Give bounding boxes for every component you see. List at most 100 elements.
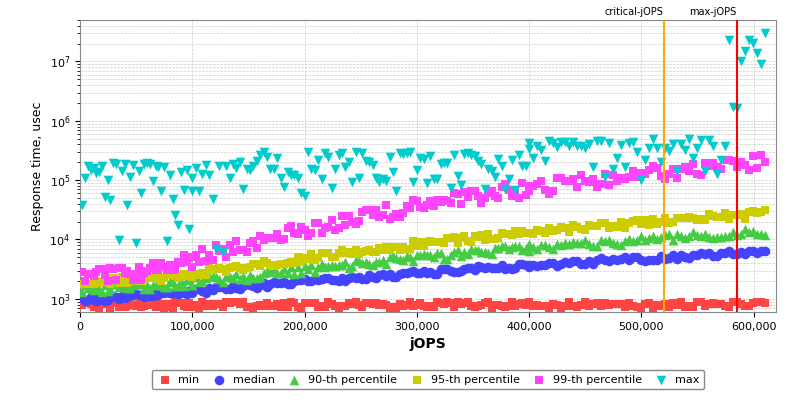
99-th percentile: [706, 160, 719, 166]
median: [308, 276, 321, 282]
99-th percentile: [558, 178, 571, 184]
min: [76, 302, 89, 309]
95-th percentile: [448, 234, 461, 240]
95-th percentile: [678, 215, 691, 221]
99-th percentile: [373, 214, 386, 220]
min: [634, 304, 647, 311]
99-th percentile: [519, 192, 532, 198]
99-th percentile: [186, 254, 198, 260]
median: [366, 274, 379, 280]
95-th percentile: [730, 212, 743, 218]
95-th percentile: [302, 256, 314, 262]
90-th percentile: [359, 258, 372, 265]
max: [203, 172, 216, 178]
median: [78, 298, 91, 304]
median: [118, 295, 131, 301]
90-th percentile: [706, 235, 719, 241]
min: [397, 303, 410, 309]
min: [234, 301, 246, 307]
95-th percentile: [662, 220, 675, 226]
99-th percentile: [516, 180, 529, 186]
99-th percentile: [489, 193, 502, 200]
95-th percentile: [424, 238, 437, 244]
min: [115, 304, 128, 310]
min: [322, 299, 334, 306]
min: [141, 302, 154, 309]
max: [526, 154, 539, 161]
95-th percentile: [93, 280, 106, 286]
median: [230, 285, 243, 292]
90-th percentile: [226, 274, 239, 281]
99-th percentile: [217, 245, 230, 252]
max: [626, 139, 639, 146]
99-th percentile: [288, 230, 301, 236]
min: [155, 301, 168, 307]
median: [582, 258, 595, 264]
95-th percentile: [370, 249, 382, 256]
99-th percentile: [650, 165, 663, 172]
max: [234, 159, 246, 166]
max: [730, 105, 743, 111]
99-th percentile: [390, 211, 402, 217]
95-th percentile: [417, 242, 430, 249]
max: [230, 165, 243, 171]
max: [658, 144, 671, 151]
95-th percentile: [76, 280, 89, 287]
95-th percentile: [586, 222, 599, 229]
min: [462, 299, 474, 305]
99-th percentile: [261, 234, 274, 241]
90-th percentile: [513, 243, 526, 249]
max: [135, 190, 148, 196]
max: [82, 162, 94, 169]
min: [614, 301, 627, 308]
90-th percentile: [172, 283, 185, 289]
median: [554, 260, 567, 267]
99-th percentile: [291, 231, 304, 237]
min: [346, 300, 358, 307]
min: [427, 304, 440, 310]
median: [472, 263, 485, 269]
median: [417, 268, 430, 274]
95-th percentile: [87, 281, 100, 287]
95-th percentile: [169, 272, 182, 278]
max: [509, 186, 522, 193]
95-th percentile: [622, 220, 635, 226]
max: [454, 182, 467, 188]
min: [281, 304, 294, 311]
max: [598, 174, 611, 180]
median: [234, 286, 246, 292]
max: [634, 176, 647, 183]
min: [271, 301, 284, 308]
max: [183, 226, 196, 232]
99-th percentile: [281, 224, 294, 231]
max: [400, 150, 413, 157]
95-th percentile: [102, 276, 114, 282]
90-th percentile: [158, 284, 170, 290]
min: [223, 300, 236, 306]
median: [482, 264, 494, 270]
90-th percentile: [356, 260, 369, 266]
median: [558, 259, 571, 265]
max: [403, 149, 416, 155]
95-th percentile: [519, 230, 532, 236]
90-th percentile: [213, 276, 226, 283]
99-th percentile: [199, 258, 212, 264]
median: [115, 293, 128, 299]
99-th percentile: [158, 263, 170, 270]
max: [662, 147, 675, 154]
min: [594, 303, 607, 310]
90-th percentile: [598, 238, 611, 244]
min: [349, 299, 362, 306]
min: [183, 300, 196, 307]
max: [582, 141, 595, 148]
median: [758, 248, 771, 254]
90-th percentile: [489, 245, 502, 251]
99-th percentile: [163, 262, 176, 268]
median: [274, 279, 287, 286]
90-th percentile: [562, 241, 575, 248]
min: [124, 301, 137, 308]
median: [135, 292, 148, 298]
90-th percentile: [427, 254, 440, 260]
min: [250, 302, 263, 309]
min: [718, 303, 731, 310]
